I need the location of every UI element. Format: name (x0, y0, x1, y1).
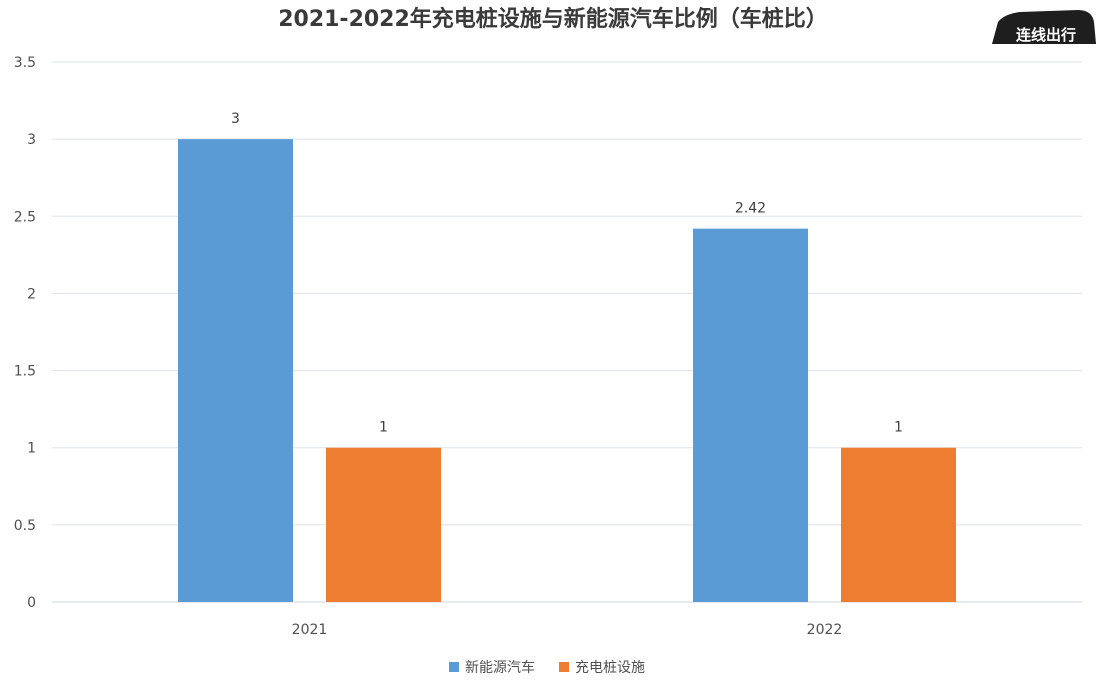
x-tick-label: 2021 (292, 622, 328, 638)
y-tick-label: 3 (27, 132, 36, 148)
watermark-badge: 连线出行 (992, 10, 1096, 44)
y-tick-label: 1 (27, 441, 36, 457)
bars (178, 139, 956, 602)
y-axis-tick-labels: 0 0.5 1 1.5 2 2.5 3 3.5 (14, 55, 36, 611)
y-tick-label: 3.5 (14, 55, 36, 71)
legend-label: 新能源汽车 (465, 659, 535, 676)
y-tick-label: 2.5 (14, 209, 36, 225)
y-tick-label: 2 (27, 286, 36, 302)
x-axis-tick-labels: 2021 2022 (292, 622, 843, 638)
data-label: 1 (894, 420, 903, 436)
bar-series-0-2021 (178, 139, 293, 602)
data-labels: 3 1 2.42 1 (231, 111, 903, 436)
x-tick-label: 2022 (807, 622, 843, 638)
bar-series-1-2022 (841, 447, 956, 602)
bar-series-1-2021 (326, 447, 441, 602)
legend-label: 充电桩设施 (575, 659, 645, 676)
chart-title: 2021-2022年充电桩设施与新能源汽车比例（车桩比） (278, 6, 828, 32)
legend-swatch (559, 662, 569, 672)
legend: 新能源汽车 充电桩设施 (449, 659, 645, 676)
y-tick-label: 1.5 (14, 364, 36, 380)
y-tick-label: 0 (27, 595, 36, 611)
legend-swatch (449, 662, 459, 672)
watermark-text: 连线出行 (1016, 26, 1076, 44)
data-label: 2.42 (735, 201, 766, 217)
data-label: 1 (379, 420, 388, 436)
bar-series-0-2022 (693, 228, 808, 602)
y-tick-label: 0.5 (14, 518, 36, 534)
data-label: 3 (231, 111, 240, 127)
